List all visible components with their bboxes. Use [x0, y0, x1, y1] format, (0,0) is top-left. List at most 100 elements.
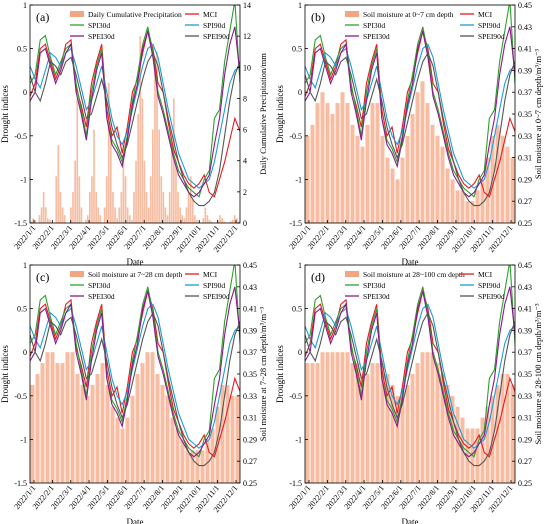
bar	[156, 51, 158, 223]
bar	[133, 191, 135, 223]
bar	[320, 92, 325, 223]
bar	[38, 215, 41, 223]
bar	[125, 417, 130, 483]
legend-label: SPI90d	[478, 281, 500, 290]
bar	[95, 191, 97, 223]
y2-tick-label: 0.41	[243, 305, 257, 314]
bar	[500, 135, 505, 223]
bar	[55, 363, 60, 483]
y2-tick-label: 0.43	[518, 283, 532, 292]
y2-tick-label: 0.29	[518, 435, 532, 444]
bar	[310, 363, 315, 483]
bar	[122, 145, 125, 223]
y2-axis-label: Soil moisture at 28-100 cm depth/m³/m⁻³	[533, 303, 543, 445]
bar	[158, 129, 160, 223]
y2-tick-label: 6	[243, 126, 247, 135]
y-tick-label: -1	[295, 435, 302, 444]
bar	[335, 103, 340, 223]
bar	[485, 406, 490, 483]
bar	[455, 406, 460, 483]
bar	[70, 352, 75, 483]
bar	[114, 207, 116, 223]
bar	[220, 384, 225, 483]
y-tick-label: 0	[23, 348, 27, 357]
series-line-spei90d	[305, 311, 515, 467]
bar	[325, 103, 330, 223]
y-tick-label: -0.5	[289, 392, 302, 401]
y-tick-label: 0.5	[292, 45, 302, 54]
bar	[315, 103, 320, 223]
bar	[420, 81, 425, 223]
y-tick-label: 0.5	[17, 45, 27, 54]
bar	[480, 417, 485, 483]
bar	[118, 207, 121, 223]
y-tick-label: -1	[295, 175, 302, 184]
bar	[405, 135, 410, 223]
legend-swatch-bar	[345, 11, 359, 17]
bar	[80, 207, 83, 223]
bar	[420, 352, 425, 483]
bar	[495, 384, 500, 483]
bar	[115, 417, 120, 483]
bar	[430, 352, 435, 483]
chart-panel-4: -1.5 -1 -0.5 0 0.5 1 0.25 0.27 0.29 0.31 0.33 0.35 0…	[275, 261, 543, 524]
bar-series	[30, 36, 240, 223]
bar	[120, 428, 125, 483]
chart-panel-2: -1.5 -1 -0.5 0 0.5 1 0.25 0.27 0.29 0.31 0.33 0.35 0…	[275, 1, 543, 267]
bar	[208, 219, 211, 223]
bar	[375, 363, 380, 483]
bar	[30, 221, 32, 223]
bar	[137, 114, 139, 223]
bar	[230, 395, 235, 483]
series-line-spi30d	[30, 5, 240, 198]
bar	[145, 191, 148, 223]
y-tick-label: 1	[298, 261, 302, 270]
bar	[164, 207, 167, 223]
bar	[90, 384, 95, 483]
x-axis-label: Date	[127, 257, 144, 267]
bar	[187, 191, 190, 223]
bar	[360, 146, 365, 223]
bar	[415, 92, 420, 223]
bar	[74, 160, 76, 223]
bar	[475, 428, 480, 483]
bar	[435, 363, 440, 483]
bar	[124, 176, 127, 223]
bar	[128, 215, 131, 223]
y-tick-label: 0.5	[17, 305, 27, 314]
bar	[495, 124, 500, 223]
bar	[470, 201, 475, 223]
bar	[131, 219, 133, 223]
legend-label: MCI	[203, 270, 218, 279]
y2-tick-label: 0.43	[518, 23, 532, 32]
bar	[61, 207, 64, 223]
line-series-group	[305, 5, 515, 207]
panel-label: (b)	[311, 10, 325, 24]
bar	[97, 207, 100, 223]
bar	[206, 215, 209, 223]
bar	[202, 218, 205, 223]
y2-tick-label: 0	[243, 219, 247, 228]
bar	[505, 146, 510, 223]
legend-label: SPEI30d	[363, 32, 390, 41]
bar	[141, 98, 144, 223]
y2-tick-label: 0.39	[243, 326, 257, 335]
bar	[179, 207, 181, 223]
y2-tick-label: 0.25	[518, 479, 532, 488]
bar	[105, 176, 108, 223]
bar	[72, 191, 74, 223]
bar	[42, 191, 45, 223]
bar	[65, 352, 70, 483]
legend-label: MCI	[203, 10, 218, 19]
bar	[32, 218, 34, 223]
bar	[194, 215, 196, 223]
bar	[85, 395, 90, 483]
y2-tick-label: 0.39	[518, 66, 532, 75]
bar	[86, 215, 89, 223]
bar-series	[305, 352, 515, 483]
bar	[380, 135, 385, 223]
bar	[185, 207, 188, 223]
bar	[330, 352, 335, 483]
legend-label: SPEI30d	[88, 32, 115, 41]
bar	[350, 363, 355, 483]
